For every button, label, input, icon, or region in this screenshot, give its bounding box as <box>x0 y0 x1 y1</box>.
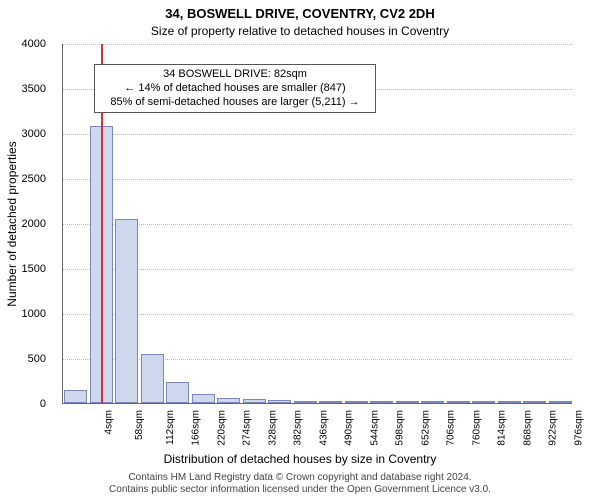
x-axis-label: Distribution of detached houses by size … <box>0 452 600 466</box>
x-tick-label: 706sqm <box>446 410 457 446</box>
histogram-bar <box>166 382 189 403</box>
gridline-h <box>63 134 572 135</box>
histogram-bar <box>64 390 87 403</box>
histogram-bar <box>217 398 240 403</box>
y-tick-label: 500 <box>0 353 46 365</box>
x-tick-label: 544sqm <box>369 410 380 446</box>
x-tick-label: 598sqm <box>395 410 406 446</box>
x-tick-label: 922sqm <box>548 410 559 446</box>
x-tick-label: 58sqm <box>134 410 145 440</box>
y-tick-label: 2000 <box>0 218 46 230</box>
annotation-line: 34 BOSWELL DRIVE: 82sqm <box>101 68 369 82</box>
histogram-bar <box>498 401 521 403</box>
gridline-h <box>63 179 572 180</box>
x-tick-label: 814sqm <box>497 410 508 446</box>
x-tick-label: 490sqm <box>344 410 355 446</box>
histogram-bar <box>345 401 368 403</box>
x-tick-label: 328sqm <box>267 410 278 446</box>
histogram-bar <box>421 401 444 403</box>
y-tick-label: 3000 <box>0 128 46 140</box>
histogram-bar <box>472 401 495 403</box>
gridline-h <box>63 359 572 360</box>
histogram-bar <box>319 401 342 403</box>
histogram-bar <box>115 219 138 404</box>
annotation-line: 85% of semi-detached houses are larger (… <box>101 96 369 110</box>
footer-attribution: Contains HM Land Registry data © Crown c… <box>0 472 600 496</box>
gridline-h <box>63 44 572 45</box>
x-tick-label: 220sqm <box>216 410 227 446</box>
histogram-bar <box>549 401 572 403</box>
histogram-bar <box>268 400 291 403</box>
x-tick-label: 112sqm <box>165 410 176 445</box>
gridline-h <box>63 314 572 315</box>
annotation-box: 34 BOSWELL DRIVE: 82sqm← 14% of detached… <box>94 64 376 113</box>
y-tick-label: 4000 <box>0 38 46 50</box>
gridline-h <box>63 269 572 270</box>
histogram-bar <box>370 401 393 403</box>
y-tick-label: 2500 <box>0 173 46 185</box>
histogram-bar <box>192 394 215 403</box>
chart-container: { "chart": { "type": "histogram", "title… <box>0 0 600 500</box>
x-tick-label: 382sqm <box>293 410 304 446</box>
x-tick-label: 652sqm <box>420 410 431 446</box>
y-tick-label: 3500 <box>0 83 46 95</box>
x-tick-label: 166sqm <box>191 410 202 446</box>
x-tick-label: 274sqm <box>242 410 253 446</box>
histogram-bar <box>447 401 470 403</box>
y-tick-label: 1500 <box>0 263 46 275</box>
y-tick-label: 1000 <box>0 308 46 320</box>
chart-subtitle: Size of property relative to detached ho… <box>0 24 600 38</box>
chart-title: 34, BOSWELL DRIVE, COVENTRY, CV2 2DH <box>0 6 600 21</box>
x-tick-label: 760sqm <box>471 410 482 446</box>
histogram-bar <box>294 401 317 403</box>
y-tick-label: 0 <box>0 398 46 410</box>
histogram-bar <box>396 401 419 403</box>
footer-line-1: Contains HM Land Registry data © Crown c… <box>0 472 600 484</box>
x-tick-label: 436sqm <box>318 410 329 446</box>
footer-line-2: Contains public sector information licen… <box>0 484 600 496</box>
histogram-bar <box>141 354 164 404</box>
histogram-bar <box>523 401 546 403</box>
histogram-bar <box>243 399 266 403</box>
gridline-h <box>63 224 572 225</box>
x-tick-label: 976sqm <box>573 410 584 446</box>
annotation-line: ← 14% of detached houses are smaller (84… <box>101 82 369 96</box>
x-tick-label: 4sqm <box>103 410 114 434</box>
x-tick-label: 868sqm <box>522 410 533 446</box>
